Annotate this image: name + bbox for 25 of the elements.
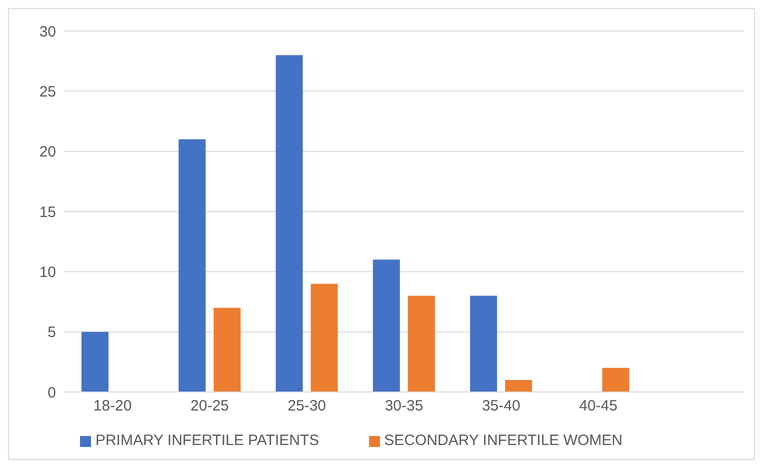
x-tick-label: 18-20 [93, 398, 132, 415]
bar [276, 55, 303, 392]
y-tick-label: 25 [39, 83, 56, 100]
bar [602, 368, 630, 392]
y-tick-label: 20 [39, 144, 56, 161]
bar [470, 296, 498, 392]
bar [214, 308, 241, 392]
legend-label: SECONDARY INFERTILE WOMEN [384, 432, 623, 449]
bar [178, 139, 206, 392]
bar [310, 284, 338, 392]
y-tick-label: 5 [48, 324, 56, 342]
bar [505, 380, 532, 392]
bar [81, 332, 108, 392]
y-tick-label: 30 [39, 23, 56, 40]
x-tick-label: 25-30 [288, 398, 326, 415]
legend-label: PRIMARY INFERTILE PATIENTS [95, 432, 320, 449]
y-tick-label: 0 [48, 384, 56, 402]
x-tick-label: 30-35 [384, 398, 424, 415]
y-tick-label: 15 [39, 204, 56, 221]
y-tick-label: 10 [39, 264, 56, 281]
x-tick-label: 20-25 [190, 398, 229, 415]
x-tick-label: 35-40 [482, 398, 520, 415]
bar [372, 260, 400, 392]
bar [408, 296, 435, 392]
x-tick-label: 40-45 [579, 398, 618, 415]
